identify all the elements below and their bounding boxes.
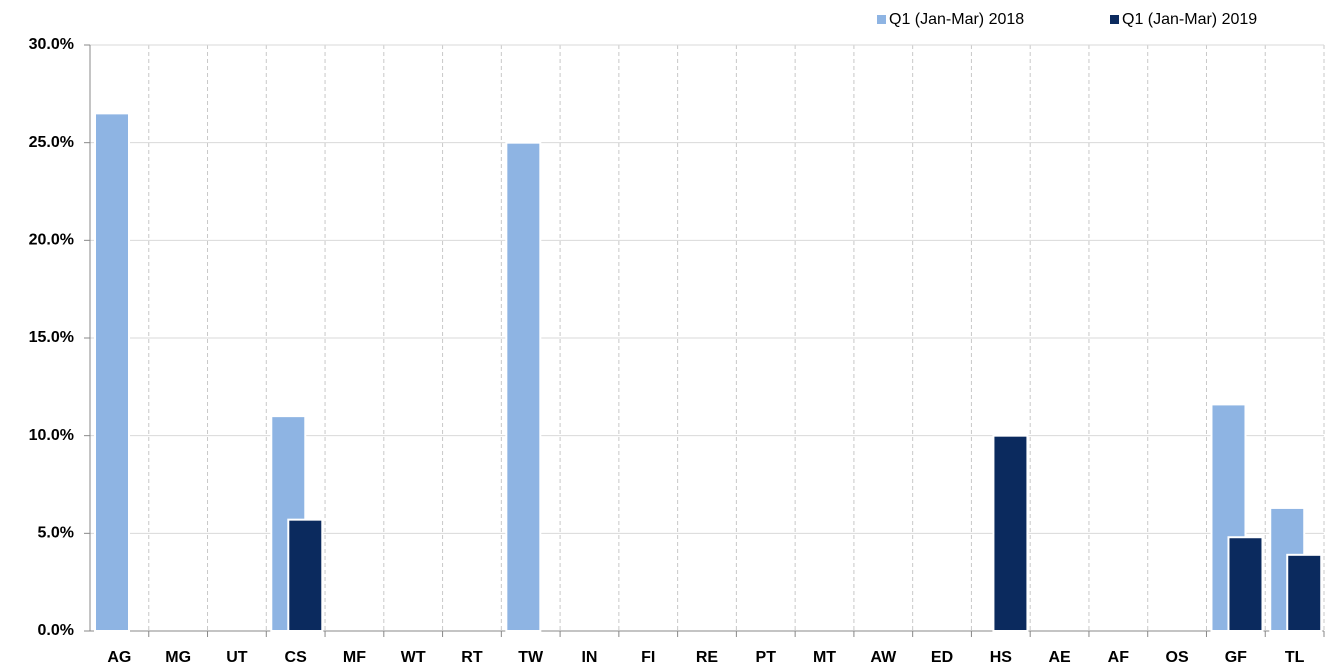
x-tick-label: OS [1166,649,1189,666]
x-tick-label: RE [696,649,719,666]
x-tick-label: CS [285,649,308,666]
x-tick-label: UT [226,649,248,666]
y-tick-label: 30.0% [29,36,74,53]
legend-swatch [877,15,886,24]
x-tick-label: PT [756,649,777,666]
legend-swatch [1110,15,1119,24]
x-tick-label: RT [461,649,483,666]
bar [94,112,130,633]
x-tick-label: IN [581,649,597,666]
x-tick-label: MG [165,649,191,666]
y-tick-label: 5.0% [38,525,74,542]
y-tick-label: 0.0% [38,622,74,639]
x-tick-label: MT [813,649,836,666]
y-tick-label: 20.0% [29,232,74,249]
bar [505,141,542,633]
bar [1227,536,1264,632]
x-tick-label: TW [518,649,544,666]
x-tick-label: WT [401,649,426,666]
x-tick-label: AF [1108,649,1130,666]
legend-label: Q1 (Jan-Mar) 2018 [889,11,1024,28]
x-tick-label: FI [641,649,655,666]
x-tick-label: HS [990,649,1013,666]
x-tick-label: AW [870,649,897,666]
x-tick-label: TL [1285,649,1305,666]
y-tick-label: 15.0% [29,329,74,346]
y-tick-label: 25.0% [29,134,74,151]
y-tick-label: 10.0% [29,427,74,444]
x-tick-label: AE [1048,649,1071,666]
x-tick-label: ED [931,649,953,666]
x-tick-label: AG [107,649,131,666]
legend-label: Q1 (Jan-Mar) 2019 [1122,11,1257,28]
x-tick-label: MF [343,649,366,666]
bar [287,518,324,632]
bar [1286,553,1323,633]
x-tick-label: GF [1225,649,1247,666]
bar [992,434,1029,632]
